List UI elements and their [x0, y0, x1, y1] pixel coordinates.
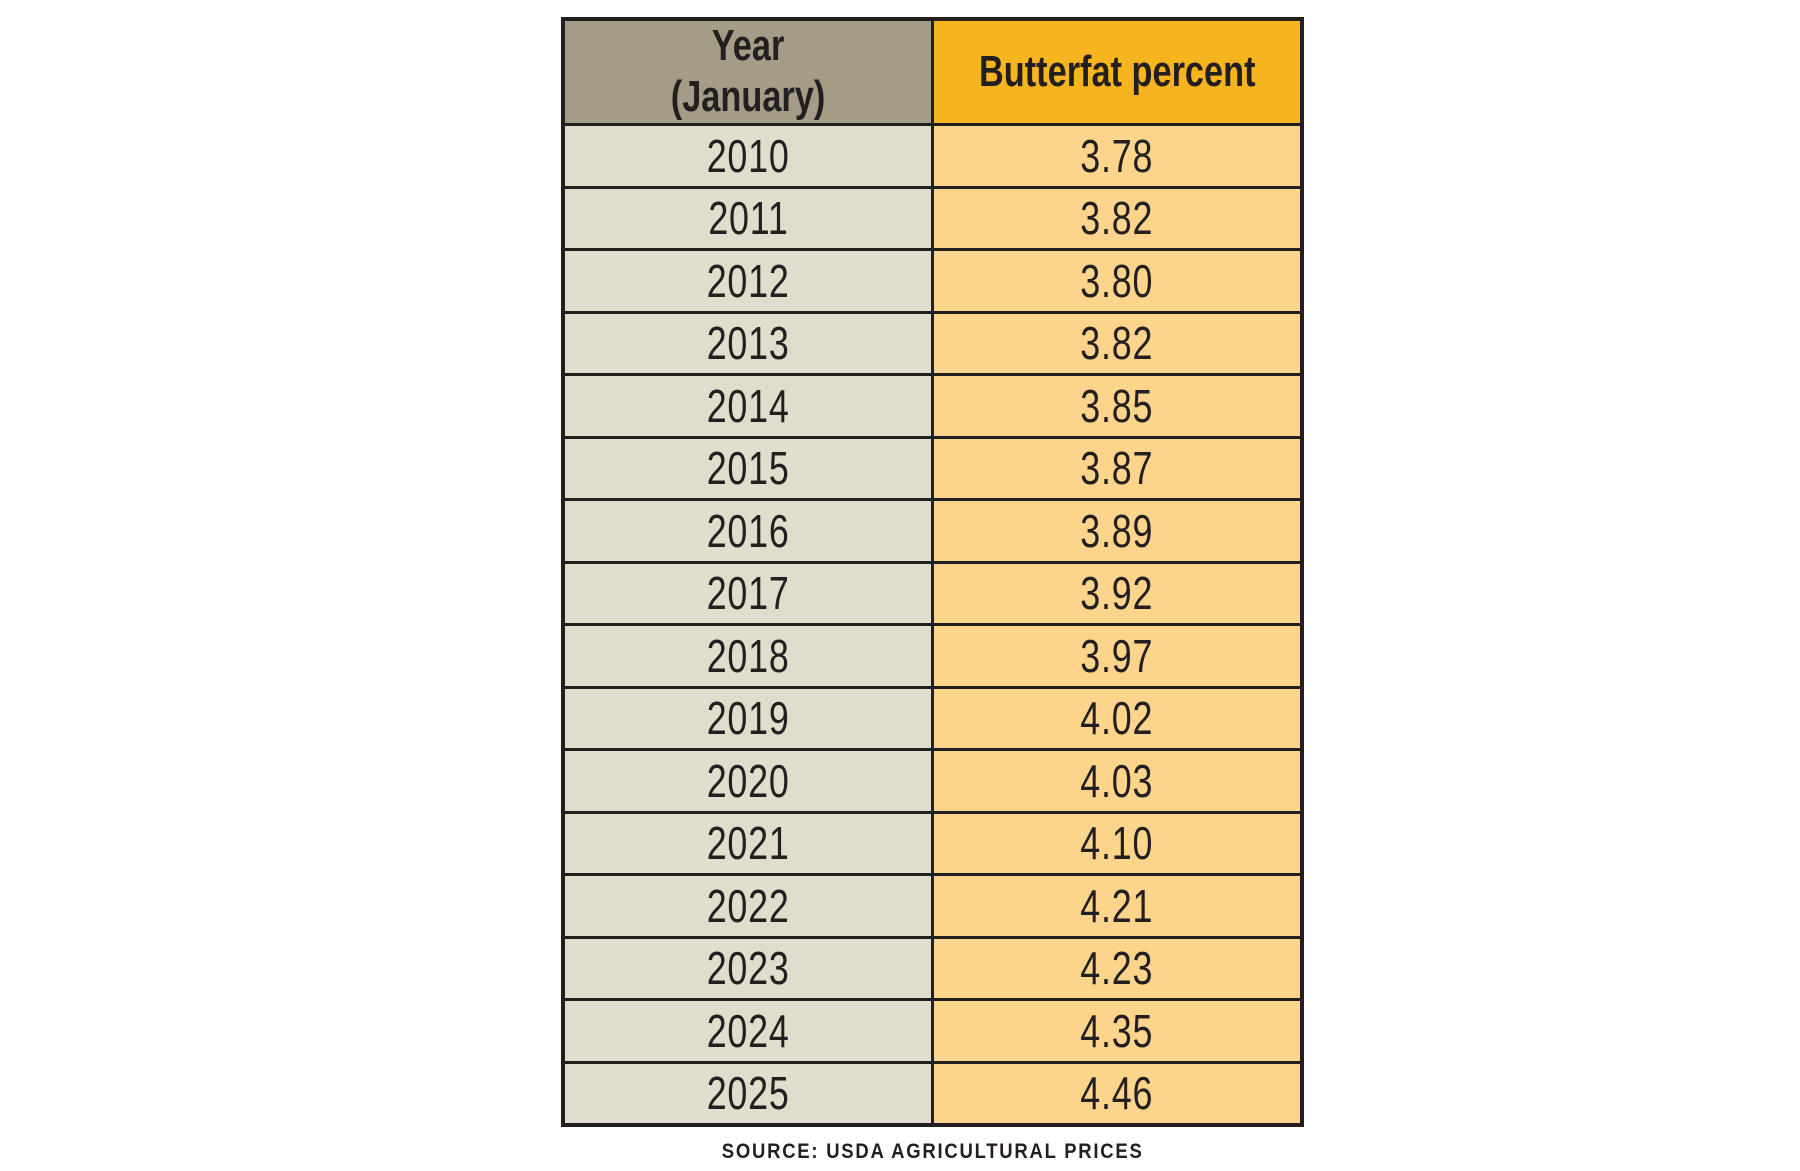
year-cell: 2020	[561, 748, 934, 814]
table-row: 2012 3.80	[561, 248, 1304, 314]
table-row: 2010 3.78	[561, 123, 1304, 189]
butterfat-cell: 3.87	[931, 435, 1304, 501]
table-row: 2025 4.46	[561, 1060, 1304, 1127]
butterfat-value: 3.97	[1080, 629, 1154, 682]
butterfat-value: 4.02	[1080, 692, 1154, 745]
header-row: Year (January) Butterfat percent	[561, 17, 1304, 126]
butterfat-value: 4.21	[1080, 879, 1154, 932]
year-value: 2014	[706, 379, 790, 432]
butterfat-table: Year (January) Butterfat percent 2010 3.7…	[561, 17, 1304, 1127]
butterfat-cell: 3.89	[931, 498, 1304, 564]
butterfat-value: 3.78	[1080, 129, 1154, 182]
source-note-text: SOURCE: USDA AGRICULTURAL PRICES	[721, 1140, 1144, 1163]
butterfat-value: 4.23	[1080, 942, 1154, 995]
year-value: 2011	[707, 192, 789, 245]
butterfat-value: 4.35	[1080, 1004, 1154, 1057]
table-row: 2023 4.23	[561, 935, 1304, 1001]
table-row: 2014 3.85	[561, 373, 1304, 439]
butterfat-value: 3.87	[1080, 442, 1154, 495]
butterfat-table-figure: Year (January) Butterfat percent 2010 3.7…	[561, 17, 1304, 1164]
year-cell: 2015	[561, 435, 934, 501]
year-cell: 2021	[561, 810, 934, 876]
year-value: 2024	[706, 1004, 790, 1057]
year-cell: 2016	[561, 498, 934, 564]
butterfat-cell: 4.23	[931, 935, 1304, 1001]
year-value: 2022	[706, 879, 790, 932]
butterfat-cell: 3.97	[931, 623, 1304, 689]
butterfat-value: 4.03	[1080, 754, 1154, 807]
butterfat-cell: 3.80	[931, 248, 1304, 314]
year-value: 2017	[706, 567, 790, 620]
year-cell: 2025	[561, 1060, 934, 1127]
table-row: 2020 4.03	[561, 748, 1304, 814]
year-value: 2013	[706, 317, 790, 370]
year-value: 2021	[706, 817, 790, 870]
year-value: 2020	[706, 754, 790, 807]
table-row: 2015 3.87	[561, 435, 1304, 501]
year-value: 2015	[706, 442, 790, 495]
butterfat-cell: 4.21	[931, 873, 1304, 939]
table-row: 2016 3.89	[561, 498, 1304, 564]
butterfat-cell: 3.92	[931, 560, 1304, 626]
year-value: 2025	[706, 1067, 790, 1120]
butterfat-value: 3.85	[1080, 379, 1154, 432]
butterfat-value: 3.92	[1080, 567, 1154, 620]
year-value: 2010	[706, 129, 790, 182]
table-row: 2022 4.21	[561, 873, 1304, 939]
year-value: 2012	[706, 254, 790, 307]
year-cell: 2014	[561, 373, 934, 439]
butterfat-cell: 3.82	[931, 185, 1304, 251]
table-row: 2013 3.82	[561, 310, 1304, 376]
butterfat-cell: 4.03	[931, 748, 1304, 814]
year-cell: 2019	[561, 685, 934, 751]
year-cell: 2024	[561, 998, 934, 1064]
year-cell: 2010	[561, 123, 934, 189]
year-value: 2016	[706, 504, 790, 557]
column-header-butterfat: Butterfat percent	[931, 17, 1304, 126]
butterfat-cell: 3.82	[931, 310, 1304, 376]
butterfat-value: 3.89	[1080, 504, 1154, 557]
year-cell: 2023	[561, 935, 934, 1001]
table-row: 2011 3.82	[561, 185, 1304, 251]
table-row: 2019 4.02	[561, 685, 1304, 751]
butterfat-cell: 4.46	[931, 1060, 1304, 1127]
column-header-year: Year (January)	[561, 17, 934, 126]
butterfat-value: 3.82	[1080, 192, 1154, 245]
column-header-year-label: Year (January)	[670, 21, 826, 121]
butterfat-value: 4.10	[1080, 817, 1154, 870]
year-value: 2019	[706, 692, 790, 745]
year-value: 2018	[706, 629, 790, 682]
year-value: 2023	[706, 942, 790, 995]
year-cell: 2022	[561, 873, 934, 939]
butterfat-cell: 4.02	[931, 685, 1304, 751]
butterfat-cell: 3.78	[931, 123, 1304, 189]
year-cell: 2017	[561, 560, 934, 626]
butterfat-cell: 4.10	[931, 810, 1304, 876]
butterfat-cell: 4.35	[931, 998, 1304, 1064]
year-cell: 2011	[561, 185, 934, 251]
table-row: 2021 4.10	[561, 810, 1304, 876]
table-body: 2010 3.78 2011 3.82 2012 3.80 2013 3.82 2014 3.85…	[561, 123, 1304, 1127]
table-row: 2018 3.97	[561, 623, 1304, 689]
table-row: 2024 4.35	[561, 998, 1304, 1064]
year-cell: 2013	[561, 310, 934, 376]
table-row: 2017 3.92	[561, 560, 1304, 626]
year-cell: 2012	[561, 248, 934, 314]
butterfat-value: 3.80	[1080, 254, 1154, 307]
butterfat-value: 3.82	[1080, 317, 1154, 370]
column-header-butterfat-label: Butterfat percent	[978, 46, 1256, 96]
butterfat-value: 4.46	[1080, 1067, 1154, 1120]
year-cell: 2018	[561, 623, 934, 689]
butterfat-cell: 3.85	[931, 373, 1304, 439]
source-note: SOURCE: USDA AGRICULTURAL PRICES	[561, 1140, 1304, 1164]
